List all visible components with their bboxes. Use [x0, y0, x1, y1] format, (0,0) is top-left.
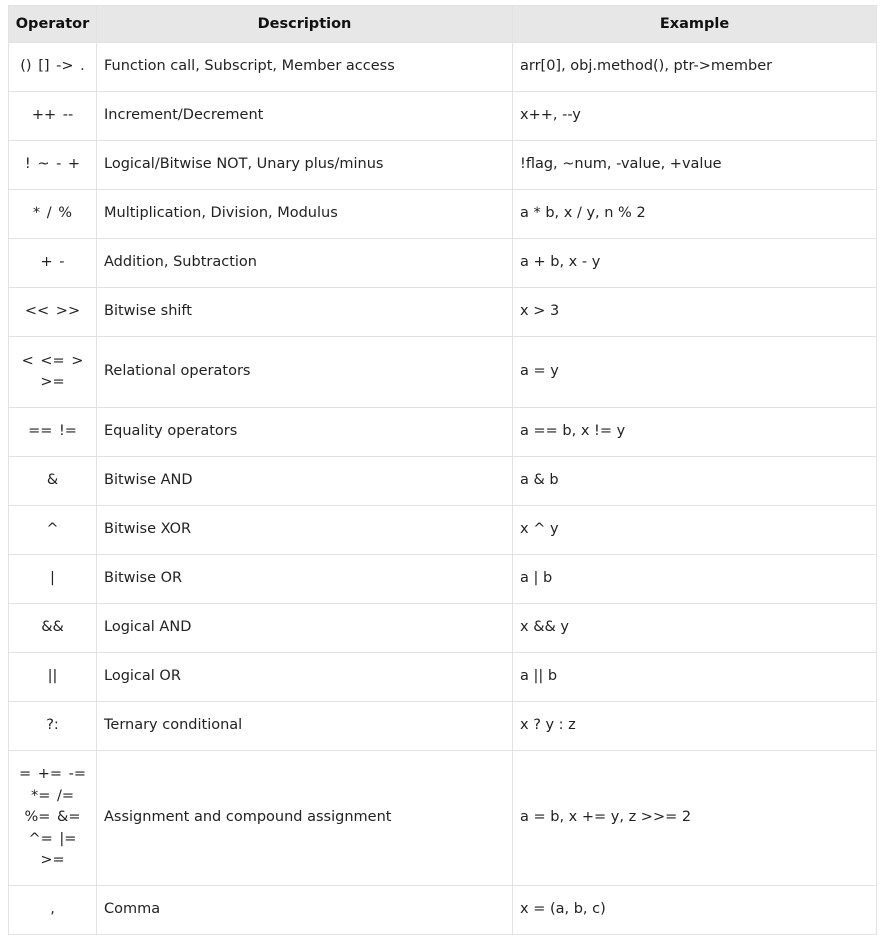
operator-cell: &	[8, 456, 97, 506]
description-cell: Increment/Decrement	[96, 91, 513, 141]
operator-cell: * / %	[8, 189, 97, 239]
operator-cell: ||	[8, 652, 97, 702]
operator-cell: + -	[8, 238, 97, 288]
description-cell: Multiplication, Division, Modulus	[96, 189, 513, 239]
example-cell: a | b	[512, 554, 877, 604]
table-row: ^ Bitwise XOR x ^ y	[8, 505, 877, 555]
operator-cell: ^	[8, 505, 97, 555]
description-cell: Assignment and compound assignment	[96, 750, 513, 886]
example-cell: a = y	[512, 336, 877, 408]
example-cell: x ? y : z	[512, 701, 877, 751]
description-cell: Addition, Subtraction	[96, 238, 513, 288]
description-cell: Relational operators	[96, 336, 513, 408]
table-row: () [] -> . Function call, Subscript, Mem…	[8, 42, 877, 92]
header-description: Description	[96, 5, 513, 43]
table-row: || Logical OR a || b	[8, 652, 877, 702]
table-row: + - Addition, Subtraction a + b, x - y	[8, 238, 877, 288]
operator-cell: ,	[8, 885, 97, 935]
operator-cell: () [] -> .	[8, 42, 97, 92]
example-cell: x && y	[512, 603, 877, 653]
table-row: ?: Ternary conditional x ? y : z	[8, 701, 877, 751]
table-row: << >> Bitwise shift x > 3	[8, 287, 877, 337]
description-cell: Logical AND	[96, 603, 513, 653]
table-row: , Comma x = (a, b, c)	[8, 885, 877, 935]
description-cell: Logical OR	[96, 652, 513, 702]
table-row: == != Equality operators a == b, x != y	[8, 407, 877, 457]
operator-cell: = += -= *= /= %= &= ^= |= >=	[8, 750, 97, 886]
operator-cell: ! ~ - +	[8, 140, 97, 190]
operator-cell: == !=	[8, 407, 97, 457]
operator-precedence-table: Operator Description Example () [] -> . …	[8, 5, 877, 935]
table-row: = += -= *= /= %= &= ^= |= >= Assignment …	[8, 750, 877, 886]
example-cell: x = (a, b, c)	[512, 885, 877, 935]
table-header-row: Operator Description Example	[8, 5, 877, 43]
example-cell: x++, --y	[512, 91, 877, 141]
description-cell: Equality operators	[96, 407, 513, 457]
description-cell: Logical/Bitwise NOT, Unary plus/minus	[96, 140, 513, 190]
operator-cell: ?:	[8, 701, 97, 751]
table-row: | Bitwise OR a | b	[8, 554, 877, 604]
description-cell: Bitwise OR	[96, 554, 513, 604]
table-row: * / % Multiplication, Division, Modulus …	[8, 189, 877, 239]
example-cell: a + b, x - y	[512, 238, 877, 288]
example-cell: arr[0], obj.method(), ptr->member	[512, 42, 877, 92]
description-cell: Bitwise XOR	[96, 505, 513, 555]
table-row: < <= > >= Relational operators a = y	[8, 336, 877, 408]
description-cell: Ternary conditional	[96, 701, 513, 751]
table-row: & Bitwise AND a & b	[8, 456, 877, 506]
example-cell: x > 3	[512, 287, 877, 337]
table-row: ++ -- Increment/Decrement x++, --y	[8, 91, 877, 141]
example-cell: a = b, x += y, z >>= 2	[512, 750, 877, 886]
example-cell: a & b	[512, 456, 877, 506]
example-cell: a * b, x / y, n % 2	[512, 189, 877, 239]
table-row: ! ~ - + Logical/Bitwise NOT, Unary plus/…	[8, 140, 877, 190]
operator-cell: ++ --	[8, 91, 97, 141]
operator-cell: < <= > >=	[8, 336, 97, 408]
operator-cell: << >>	[8, 287, 97, 337]
example-cell: a || b	[512, 652, 877, 702]
example-cell: a == b, x != y	[512, 407, 877, 457]
operator-cell: |	[8, 554, 97, 604]
description-cell: Function call, Subscript, Member access	[96, 42, 513, 92]
description-cell: Bitwise AND	[96, 456, 513, 506]
operator-table-container: Operator Description Example () [] -> . …	[8, 5, 877, 935]
operator-cell: &&	[8, 603, 97, 653]
table-row: && Logical AND x && y	[8, 603, 877, 653]
example-cell: !flag, ~num, -value, +value	[512, 140, 877, 190]
header-operator: Operator	[8, 5, 97, 43]
description-cell: Comma	[96, 885, 513, 935]
example-cell: x ^ y	[512, 505, 877, 555]
description-cell: Bitwise shift	[96, 287, 513, 337]
header-example: Example	[512, 5, 877, 43]
